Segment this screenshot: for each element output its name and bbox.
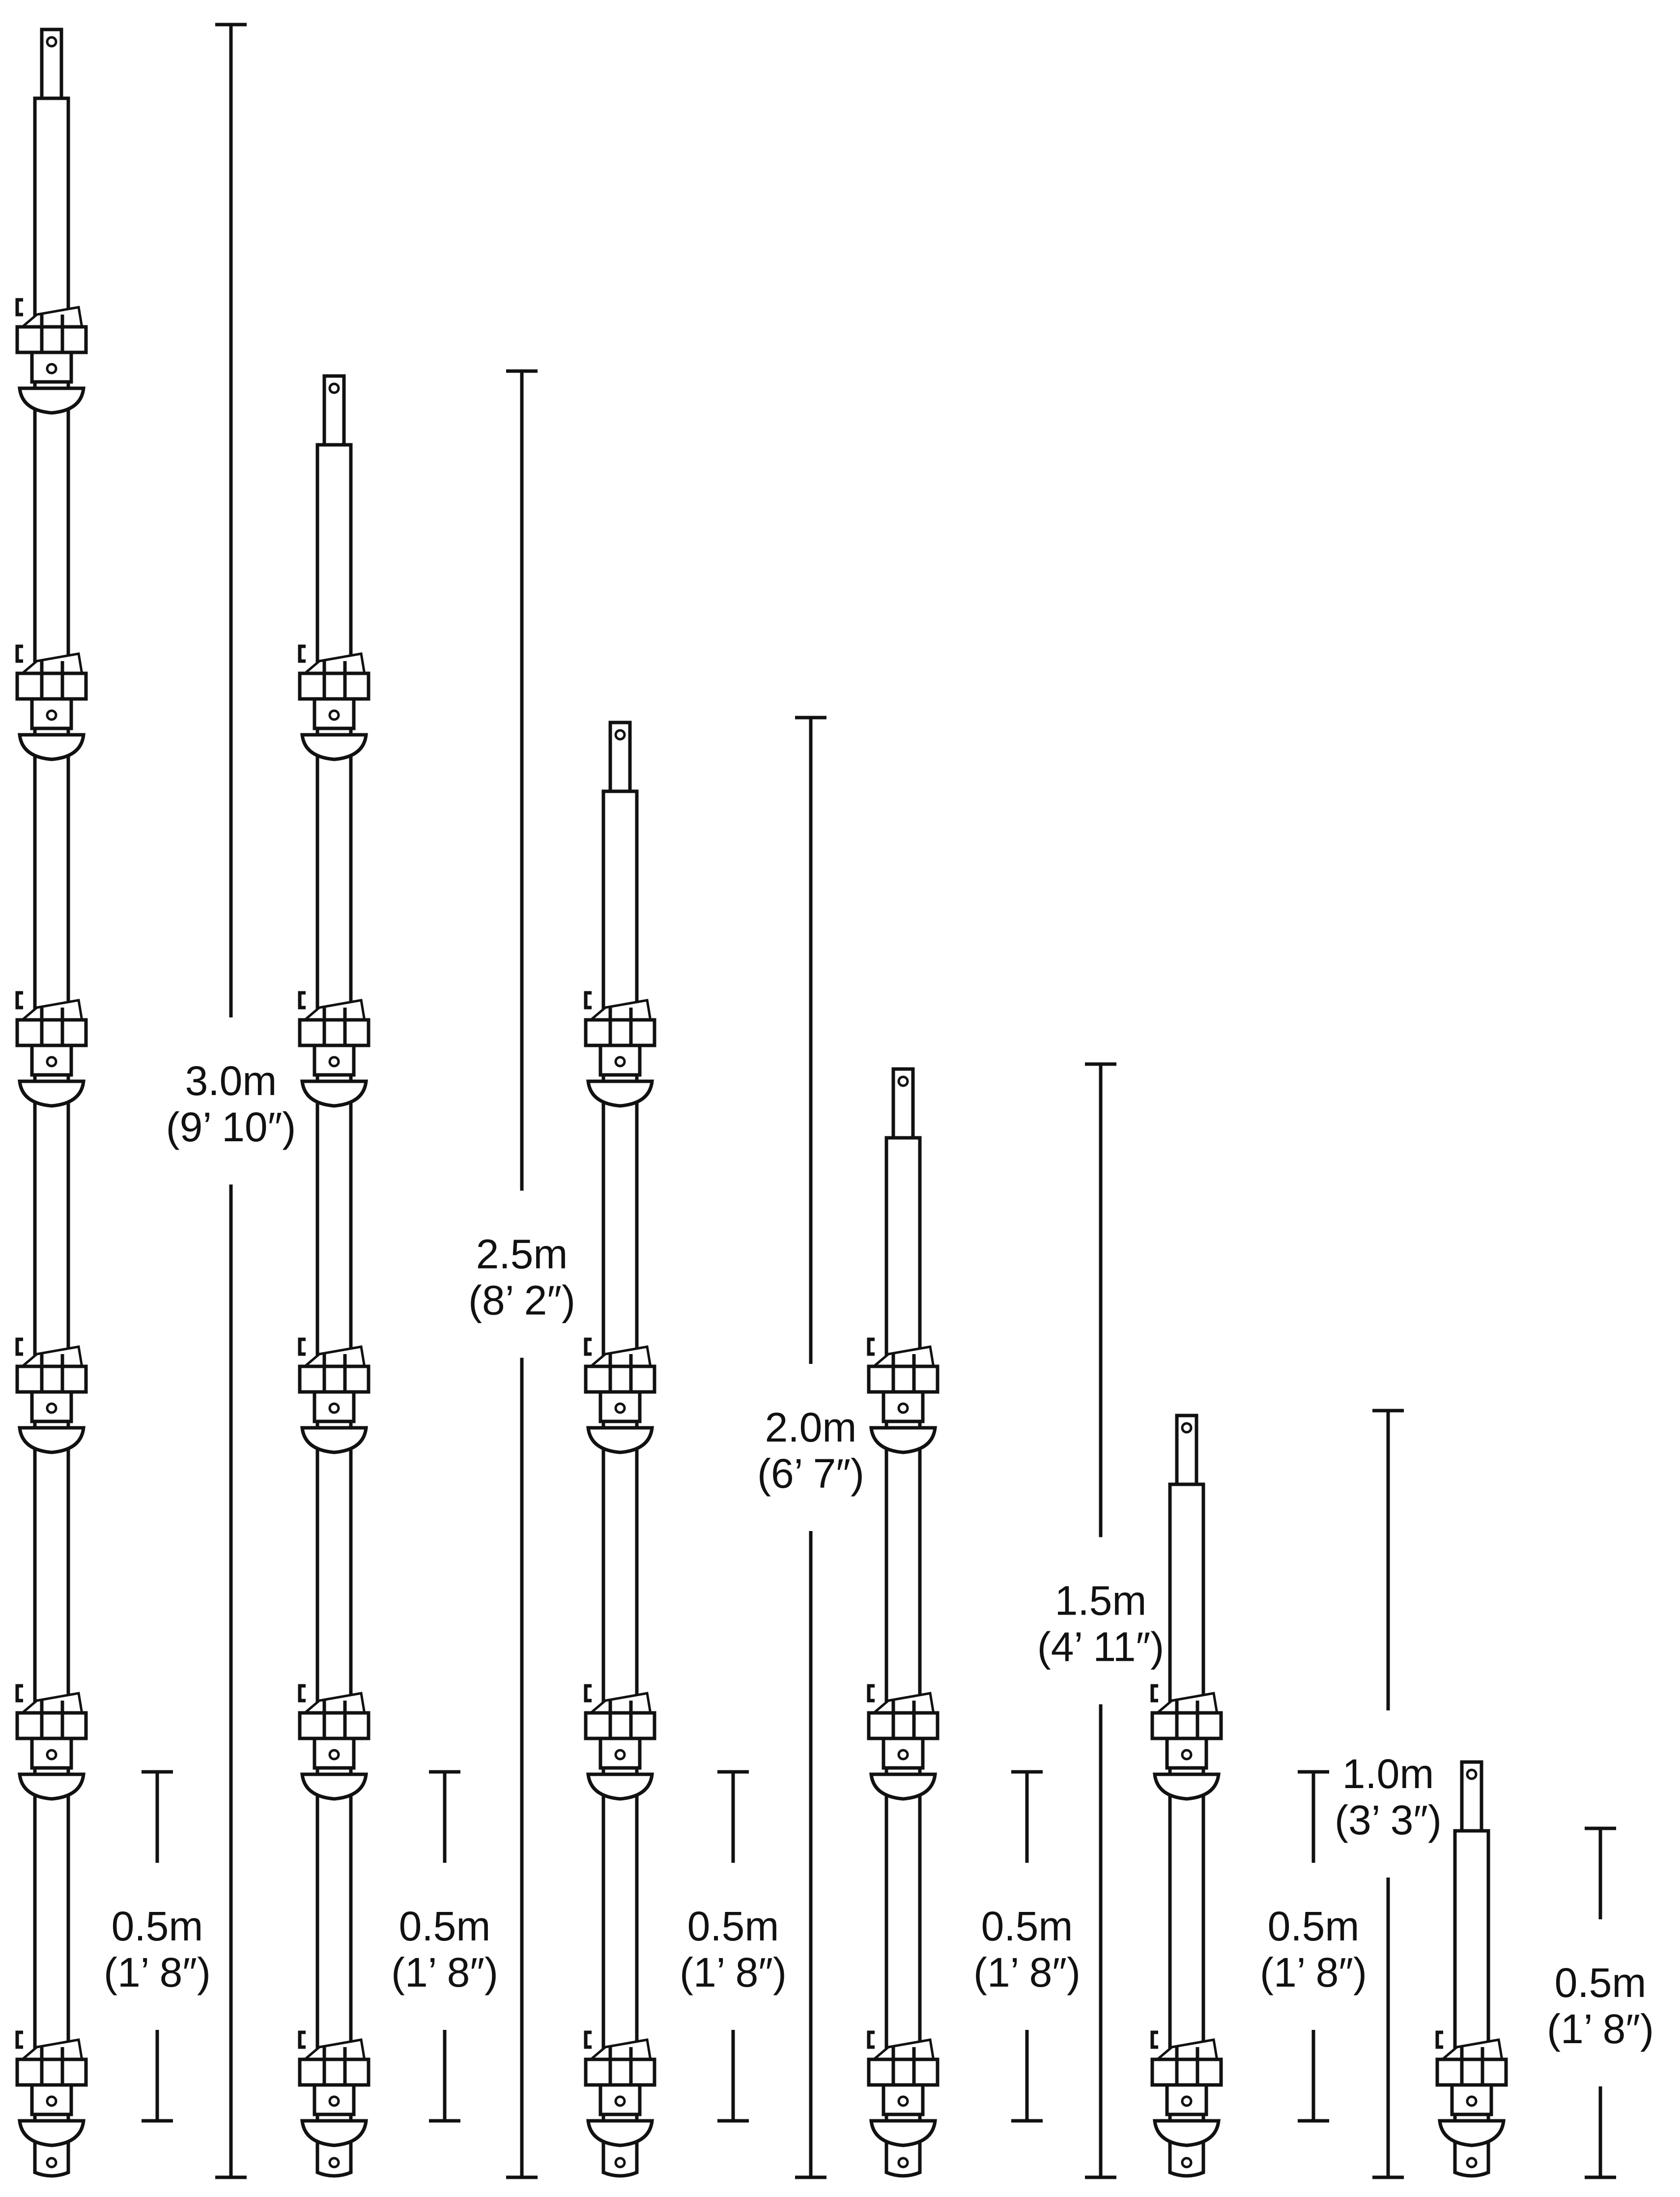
rosette-icon bbox=[298, 991, 370, 1108]
rosette-icon bbox=[298, 2030, 370, 2147]
rosette-icon bbox=[298, 1337, 370, 1454]
base-hole bbox=[897, 2157, 909, 2168]
dimension-metric-label: 0.5m bbox=[112, 1903, 203, 1949]
standard-tube bbox=[315, 443, 353, 2160]
dimension-metric-label: 3.0m bbox=[185, 1058, 277, 1104]
base-hole bbox=[1181, 2157, 1193, 2168]
spigot-hole bbox=[1466, 1768, 1478, 1780]
spigot-hole bbox=[46, 36, 57, 48]
dimension-imperial-label: (9’ 10″) bbox=[166, 1104, 296, 1150]
ring-spacing-dimension: 0.5m(1’ 8″) bbox=[680, 1770, 787, 2123]
base-hole bbox=[1466, 2157, 1478, 2168]
ring-spacing-dimension: 0.5m(1’ 8″) bbox=[391, 1770, 498, 2123]
dimension-metric-label: 0.5m bbox=[1555, 1960, 1647, 2006]
overall-length-dimension: 2.0m(6’ 7″) bbox=[757, 716, 864, 2179]
rosette-icon bbox=[584, 2030, 656, 2147]
scaffold-standard bbox=[1435, 1760, 1508, 2178]
scaffold-standard bbox=[867, 1067, 940, 2178]
spigot-hole bbox=[614, 729, 626, 741]
rosette-icon bbox=[15, 1684, 88, 1801]
rosette-icon bbox=[1150, 1684, 1223, 1801]
dimension-metric-label: 2.0m bbox=[765, 1404, 857, 1450]
scaffold-standard bbox=[1150, 1414, 1223, 2178]
ring-spacing-dimension: 0.5m(1’ 8″) bbox=[1260, 1770, 1367, 2123]
dimension-metric-label: 0.5m bbox=[981, 1903, 1073, 1949]
dimension-imperial-label: (1’ 8″) bbox=[680, 1949, 787, 1995]
rosette-icon bbox=[15, 991, 88, 1108]
rosette-icon bbox=[298, 1684, 370, 1801]
scaffold-standard bbox=[584, 721, 656, 2178]
dimension-imperial-label: (4’ 11″) bbox=[1037, 1624, 1164, 1670]
rosette-icon bbox=[584, 1684, 656, 1801]
rosette-icon bbox=[867, 2030, 940, 2147]
scaffold-standard bbox=[15, 28, 88, 2178]
rosette-icon bbox=[15, 1337, 88, 1454]
overall-length-dimension: 1.5m(4’ 11″) bbox=[1037, 1062, 1164, 2179]
rosette-icon bbox=[1150, 2030, 1223, 2147]
dimension-imperial-label: (3’ 3″) bbox=[1335, 1797, 1442, 1843]
rosette-icon bbox=[584, 1337, 656, 1454]
rosette-icon bbox=[15, 298, 88, 415]
dimension-imperial-label: (8’ 2″) bbox=[468, 1277, 575, 1324]
ring-spacing-dimension: 0.5m(1’ 8″) bbox=[973, 1770, 1081, 2123]
rosette-icon bbox=[15, 644, 88, 761]
standard-tube bbox=[601, 789, 639, 2160]
dimension-imperial-label: (1’ 8″) bbox=[391, 1949, 498, 1995]
rosette-icon bbox=[15, 2030, 88, 2147]
base-hole bbox=[328, 2157, 340, 2168]
dimension-metric-label: 1.5m bbox=[1055, 1578, 1147, 1624]
dimension-imperial-label: (1’ 8″) bbox=[973, 1949, 1081, 1995]
dimension-imperial-label: (1’ 8″) bbox=[1260, 1949, 1367, 1995]
overall-length-dimension: 2.5m(8’ 2″) bbox=[468, 369, 575, 2179]
dimension-metric-label: 2.5m bbox=[476, 1231, 568, 1277]
rosette-icon bbox=[867, 1684, 940, 1801]
standard-tube bbox=[884, 1136, 922, 2160]
rosette-icon bbox=[584, 991, 656, 1108]
scaffold-standard bbox=[298, 374, 370, 2178]
base-hole bbox=[614, 2157, 626, 2168]
dimension-imperial-label: (6’ 7″) bbox=[757, 1450, 864, 1497]
ring-spacing-dimension: 0.5m(1’ 8″) bbox=[104, 1770, 211, 2123]
dimension-imperial-label: (1’ 8″) bbox=[104, 1949, 211, 1995]
rosette-icon bbox=[867, 1337, 940, 1454]
base-hole bbox=[46, 2157, 57, 2168]
spigot bbox=[1460, 1760, 1483, 1833]
overall-length-dimension: 3.0m(9’ 10″) bbox=[166, 23, 296, 2179]
dimension-metric-label: 0.5m bbox=[399, 1903, 491, 1949]
dimension-metric-label: 0.5m bbox=[1268, 1903, 1360, 1949]
ring-spacing-dimension: 0.5m(1’ 8″) bbox=[1547, 1826, 1654, 2179]
rosette-icon bbox=[298, 644, 370, 761]
rosette-icon bbox=[1435, 2030, 1508, 2147]
spigot bbox=[322, 374, 346, 447]
spigot-hole bbox=[897, 1075, 909, 1087]
overall-length-dimension: 1.0m(3’ 3″) bbox=[1335, 1409, 1442, 2179]
dimension-imperial-label: (1’ 8″) bbox=[1547, 2006, 1654, 2052]
dimension-metric-label: 1.0m bbox=[1342, 1751, 1434, 1797]
spigot-hole bbox=[328, 382, 340, 394]
dimension-metric-label: 0.5m bbox=[687, 1903, 779, 1949]
spigot-hole bbox=[1181, 1422, 1193, 1434]
